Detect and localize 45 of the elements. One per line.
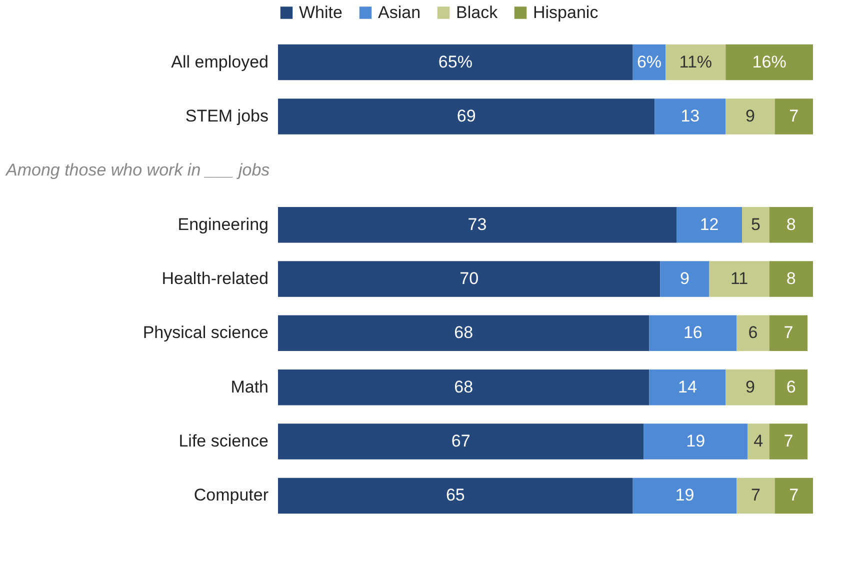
data-label: 12 [700,214,719,234]
y-tick-label: Computer [194,486,269,505]
legend-label: White [299,2,342,22]
y-tick-label: Engineering [178,214,268,234]
data-label: 13 [680,106,700,126]
data-label: 7 [789,106,799,126]
data-label: 19 [675,486,694,505]
data-label: 68 [454,377,474,396]
y-tick-label: STEM jobs [185,106,268,126]
data-label: 7 [750,486,760,505]
data-label: 70 [460,269,479,288]
y-tick-label: Health-related [162,269,268,288]
data-label: 6 [748,323,758,342]
legend-label: Asian [378,2,421,22]
y-tick-label: Life science [178,432,268,451]
data-label: 65% [438,52,472,72]
data-label: 68 [454,323,474,342]
data-label: 73 [468,214,487,234]
legend-label: Black [456,2,498,22]
data-label: 65 [446,486,465,505]
data-label: 9 [680,269,690,288]
data-label: 67 [451,432,470,451]
data-label: 4 [754,432,764,451]
legend-label: Hispanic [533,2,599,22]
text: Among those who work in ___ jobs [5,160,270,180]
data-label: 16 [683,323,702,342]
y-tick-label: Physical science [142,323,268,342]
data-label: 69 [456,106,476,126]
data-label: 11 [730,269,748,288]
y-tick-label: All employed [171,52,268,72]
data-label: 8 [786,214,796,234]
data-label: 6 [786,377,796,396]
data-label: 16% [752,52,786,72]
y-tick-label: Math [230,377,268,396]
data-label: 5 [750,214,760,234]
data-label: 9 [745,377,755,396]
data-label: 8 [786,269,796,288]
data-label: 6% [636,52,662,72]
data-label: 7 [789,486,799,505]
data-label: 11% [679,52,712,72]
data-label: 9 [745,106,755,126]
data-label: 14 [678,377,697,396]
data-label: 7 [784,432,794,451]
data-label: 19 [686,432,706,451]
data-label: 7 [784,323,794,342]
